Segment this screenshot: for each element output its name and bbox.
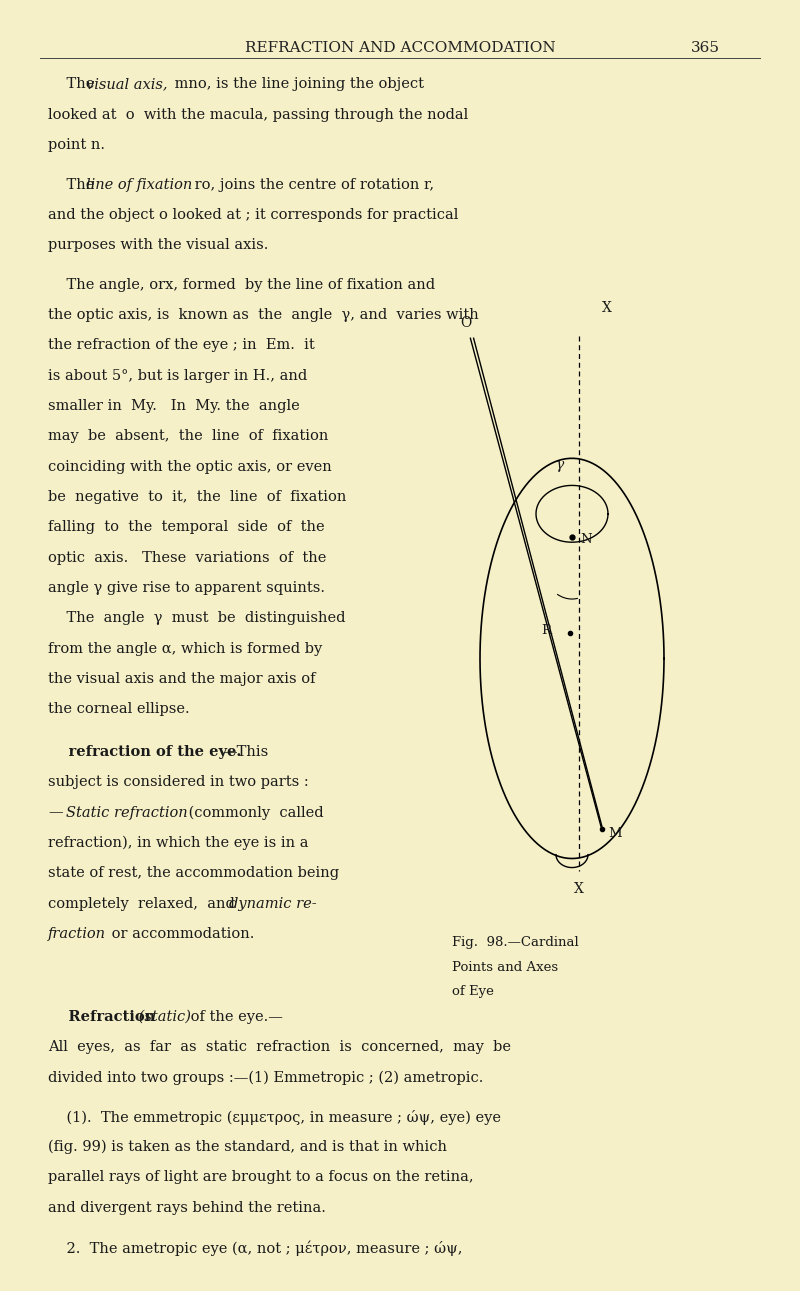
Text: be  negative  to  it,  the  line  of  fixation: be negative to it, the line of fixation <box>48 491 346 503</box>
Text: visual axis,: visual axis, <box>86 77 168 92</box>
Text: completely  relaxed,  and: completely relaxed, and <box>48 896 239 910</box>
Text: γ: γ <box>556 458 564 471</box>
Text: Refraction: Refraction <box>48 1010 155 1024</box>
Text: The: The <box>48 77 99 92</box>
Text: O: O <box>460 316 471 330</box>
Text: The: The <box>48 178 99 191</box>
Text: —: — <box>48 806 62 820</box>
Text: state of rest, the accommodation being: state of rest, the accommodation being <box>48 866 339 880</box>
Text: N: N <box>580 533 592 546</box>
Text: The  angle  γ  must  be  distinguished: The angle γ must be distinguished <box>48 612 346 625</box>
Text: divided into two groups :—(1) Emmetropic ; (2) ametropic.: divided into two groups :—(1) Emmetropic… <box>48 1070 483 1084</box>
Text: REFRACTION AND ACCOMMODATION: REFRACTION AND ACCOMMODATION <box>245 41 555 54</box>
Text: X: X <box>602 301 611 315</box>
Text: and the object o looked at ; it corresponds for practical: and the object o looked at ; it correspo… <box>48 208 458 222</box>
Text: looked at  o  with the macula, passing through the nodal: looked at o with the macula, passing thr… <box>48 108 468 121</box>
Text: The angle, orx, formed  by the line of fixation and: The angle, orx, formed by the line of fi… <box>48 278 435 292</box>
Text: mno, is the line joining the object: mno, is the line joining the object <box>170 77 424 92</box>
Text: may  be  absent,  the  line  of  fixation: may be absent, the line of fixation <box>48 430 328 443</box>
Text: the corneal ellipse.: the corneal ellipse. <box>48 702 190 717</box>
Text: and divergent rays behind the retina.: and divergent rays behind the retina. <box>48 1201 326 1215</box>
Text: optic  axis.   These  variations  of  the: optic axis. These variations of the <box>48 551 326 564</box>
Text: (1).  The emmetropic (εμμετρος, in measure ; ώψ, eye) eye: (1). The emmetropic (εμμετρος, in measur… <box>48 1110 501 1124</box>
Text: Fig.  98.—Cardinal: Fig. 98.—Cardinal <box>452 936 578 949</box>
Text: 365: 365 <box>691 41 720 54</box>
Text: refraction), in which the eye is in a: refraction), in which the eye is in a <box>48 835 309 851</box>
Text: of the eye.—: of the eye.— <box>186 1010 282 1024</box>
Text: M: M <box>608 828 622 840</box>
Text: or accommodation.: or accommodation. <box>107 927 254 941</box>
Text: falling  to  the  temporal  side  of  the: falling to the temporal side of the <box>48 520 325 534</box>
Text: line of fixation: line of fixation <box>86 178 193 191</box>
Text: refraction of the eye.: refraction of the eye. <box>48 745 242 759</box>
Text: (commonly  called: (commonly called <box>184 806 324 820</box>
Text: from the angle α, which is formed by: from the angle α, which is formed by <box>48 642 322 656</box>
Text: of Eye: of Eye <box>452 985 494 998</box>
Text: purposes with the visual axis.: purposes with the visual axis. <box>48 239 268 252</box>
Text: the optic axis, is  known as  the  angle  γ, and  varies with: the optic axis, is known as the angle γ,… <box>48 309 478 321</box>
Text: (fig. 99) is taken as the standard, and is that in which: (fig. 99) is taken as the standard, and … <box>48 1140 447 1154</box>
Text: the refraction of the eye ; in  Em.  it: the refraction of the eye ; in Em. it <box>48 338 314 352</box>
Text: is about 5°, but is larger in H., and: is about 5°, but is larger in H., and <box>48 369 307 382</box>
Text: (static): (static) <box>134 1010 191 1024</box>
Text: fraction: fraction <box>48 927 106 941</box>
Text: smaller in  My.   In  My. the  angle: smaller in My. In My. the angle <box>48 399 300 413</box>
Text: ro, joins the centre of rotation r,: ro, joins the centre of rotation r, <box>190 178 434 191</box>
Text: parallel rays of light are brought to a focus on the retina,: parallel rays of light are brought to a … <box>48 1171 474 1184</box>
Text: subject is considered in two parts :: subject is considered in two parts : <box>48 775 309 789</box>
Text: point n.: point n. <box>48 138 105 152</box>
Text: the visual axis and the major axis of: the visual axis and the major axis of <box>48 673 315 686</box>
Text: All  eyes,  as  far  as  static  refraction  is  concerned,  may  be: All eyes, as far as static refraction is… <box>48 1041 511 1053</box>
Text: dynamic re-: dynamic re- <box>229 896 317 910</box>
Text: —This: —This <box>222 745 269 759</box>
Text: X: X <box>574 882 584 896</box>
Text: 2.  The ametropic eye (α, not ; μέτρον, measure ; ώψ,: 2. The ametropic eye (α, not ; μέτρον, m… <box>48 1241 462 1256</box>
Text: angle γ give rise to apparent squints.: angle γ give rise to apparent squints. <box>48 581 325 595</box>
Text: coinciding with the optic axis, or even: coinciding with the optic axis, or even <box>48 460 332 474</box>
Text: Static refraction: Static refraction <box>66 806 187 820</box>
Text: R: R <box>542 624 551 636</box>
Text: Points and Axes: Points and Axes <box>452 961 558 973</box>
